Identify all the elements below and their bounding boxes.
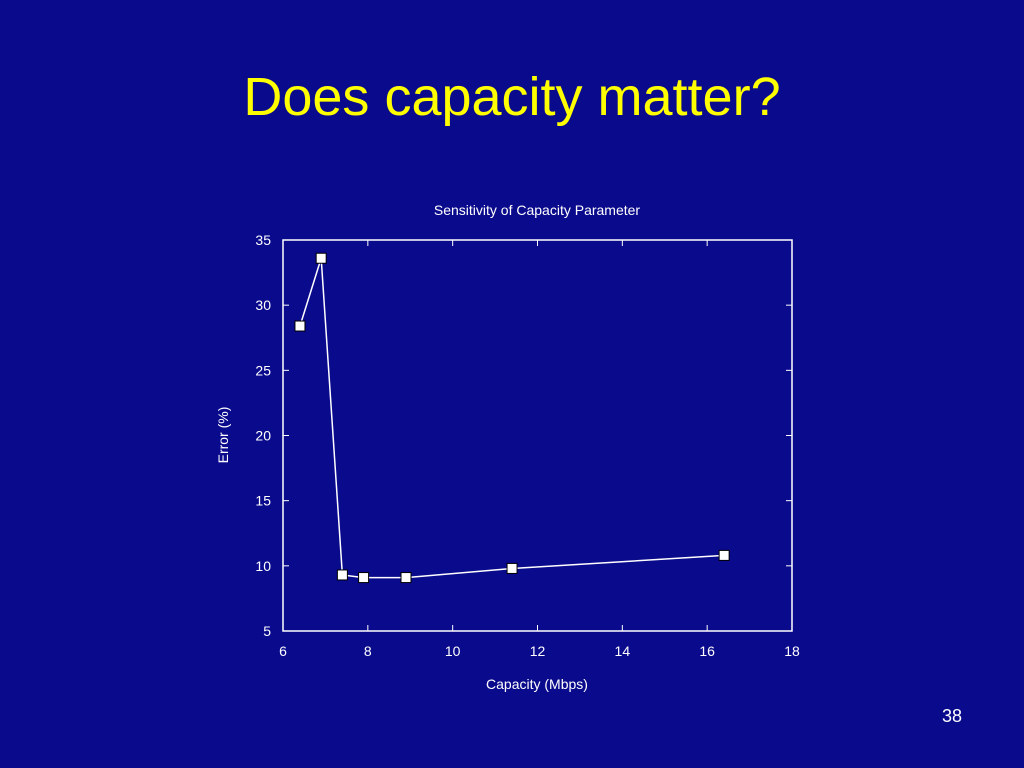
x-tick-label: 14 xyxy=(615,643,631,659)
y-tick-label: 10 xyxy=(255,558,271,574)
data-point xyxy=(336,569,348,581)
chart-title: Sensitivity of Capacity Parameter xyxy=(434,202,641,218)
data-point xyxy=(718,549,730,561)
y-tick-label: 35 xyxy=(255,232,271,248)
y-tick-label: 20 xyxy=(255,428,271,444)
series-line xyxy=(299,258,725,579)
y-tick-label: 25 xyxy=(255,362,271,378)
y-axis-label: Error (%) xyxy=(215,407,231,464)
data-point xyxy=(315,252,327,264)
y-axis: 5 10 15 20 25 30 35 xyxy=(255,232,792,639)
slide-number: 38 xyxy=(941,706,962,726)
y-tick-label: 30 xyxy=(255,297,271,313)
series-group xyxy=(294,252,730,584)
data-point xyxy=(358,572,370,584)
x-tick-label: 6 xyxy=(279,643,287,659)
y-tick-label: 5 xyxy=(263,623,271,639)
x-tick-label: 12 xyxy=(530,643,546,659)
x-tick-label: 10 xyxy=(445,643,461,659)
x-tick-label: 18 xyxy=(784,643,800,659)
slide-title: Does capacity matter? xyxy=(243,67,781,127)
x-tick-label: 16 xyxy=(699,643,715,659)
y-tick-label: 15 xyxy=(255,493,271,509)
x-tick-label: 8 xyxy=(364,643,372,659)
data-point xyxy=(506,562,518,574)
x-axis: 6 8 10 12 14 16 18 xyxy=(279,240,800,659)
data-point xyxy=(294,320,306,332)
x-axis-label: Capacity (Mbps) xyxy=(486,676,588,692)
data-point xyxy=(400,572,412,584)
